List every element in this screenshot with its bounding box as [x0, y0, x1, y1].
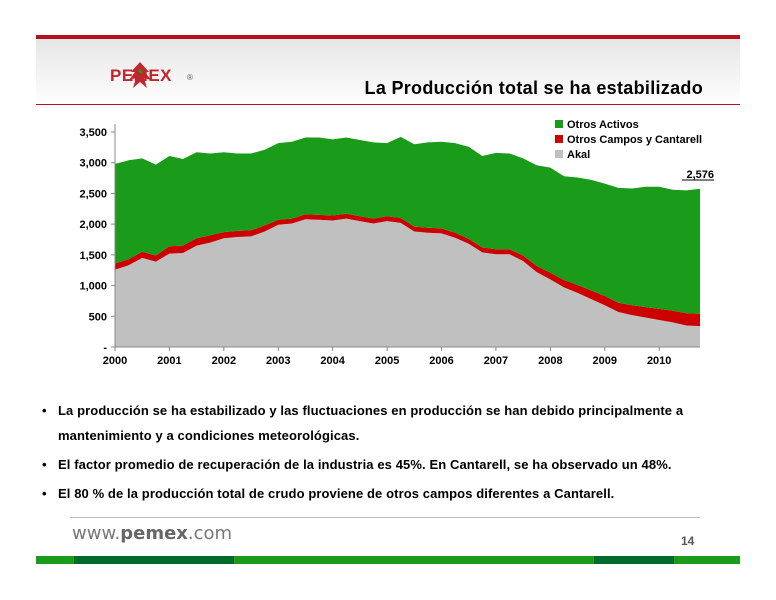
bottom-color-bar	[36, 556, 740, 564]
y-tick-label: 2,000	[79, 219, 107, 231]
pemex-eagle-logo-icon	[129, 62, 151, 88]
y-tick-label: -	[103, 342, 107, 354]
x-tick-label: 2001	[157, 355, 181, 367]
url-prefix: www.	[72, 523, 121, 544]
x-tick-label: 2007	[484, 355, 508, 367]
bullet-marker: •	[42, 486, 47, 501]
page-number: 14	[681, 534, 695, 548]
bullet-text: El 80 % de la producción total de crudo …	[58, 486, 615, 501]
y-tick-label: 2,500	[79, 188, 107, 200]
registered-mark: ®	[187, 73, 193, 82]
legend-label: Akal	[567, 149, 590, 161]
bar-segment	[674, 556, 740, 564]
slide-title: La Producción total se ha estabilizado	[364, 78, 703, 98]
bar-segment	[36, 556, 74, 564]
production-area-chart: - 500 1,000 1,500 2,000 2,500 3,000 3,500 2000 20…	[79, 119, 714, 367]
x-tick-label: 2003	[266, 355, 290, 367]
url-brand: pemex	[120, 523, 188, 544]
website-url: www.pemex.com	[72, 523, 232, 544]
legend-label: Otros Activos	[567, 119, 639, 131]
bullet-item: • El 80 % de la producción total de crudo…	[42, 481, 742, 506]
x-tick-label: 2009	[593, 355, 617, 367]
x-tick-label: 2000	[103, 355, 127, 367]
series-area-otros-activos	[115, 136, 700, 314]
bullet-marker: •	[42, 457, 47, 472]
x-tick-label: 2004	[320, 355, 345, 367]
x-tick-label: 2005	[375, 355, 399, 367]
bullet-marker: •	[42, 403, 47, 418]
total-annotation: 2,576	[686, 169, 714, 181]
y-tick-label: 1,000	[79, 281, 107, 293]
header-background	[36, 39, 740, 107]
top-red-bar	[36, 35, 740, 39]
bullet-item: • La producción se ha estabilizado y las …	[42, 398, 742, 448]
bullet-text: La producción se ha estabilizado y las f…	[58, 403, 684, 443]
y-tick-label: 3,500	[79, 127, 107, 139]
bullet-list: • La producción se ha estabilizado y las …	[42, 398, 742, 510]
legend-label: Otros Campos y Cantarell	[567, 134, 702, 146]
bullet-item: • El factor promedio de recuperación de l…	[42, 452, 742, 477]
y-tick-label: 500	[89, 311, 107, 323]
bar-segment	[74, 556, 234, 564]
series-area-otros-campos-y-cantarell	[115, 213, 700, 327]
series-area-akal	[115, 218, 700, 347]
y-tick-label: 1,500	[79, 250, 107, 262]
footer-divider	[70, 517, 700, 518]
legend-swatch	[555, 150, 563, 158]
x-tick-label: 2008	[538, 355, 562, 367]
bar-segment	[594, 556, 674, 564]
x-tick-label: 2002	[212, 355, 236, 367]
bar-segment	[234, 556, 594, 564]
brand-name: PEMEX	[110, 66, 173, 85]
x-tick-label: 2010	[647, 355, 671, 367]
y-tick-label: 3,000	[79, 158, 107, 170]
url-suffix: .com	[187, 523, 233, 544]
legend-swatch	[555, 120, 563, 128]
title-underline	[36, 104, 740, 105]
x-tick-label: 2006	[429, 355, 453, 367]
bullet-text: El factor promedio de recuperación de la…	[58, 457, 672, 472]
legend-swatch	[555, 135, 563, 143]
